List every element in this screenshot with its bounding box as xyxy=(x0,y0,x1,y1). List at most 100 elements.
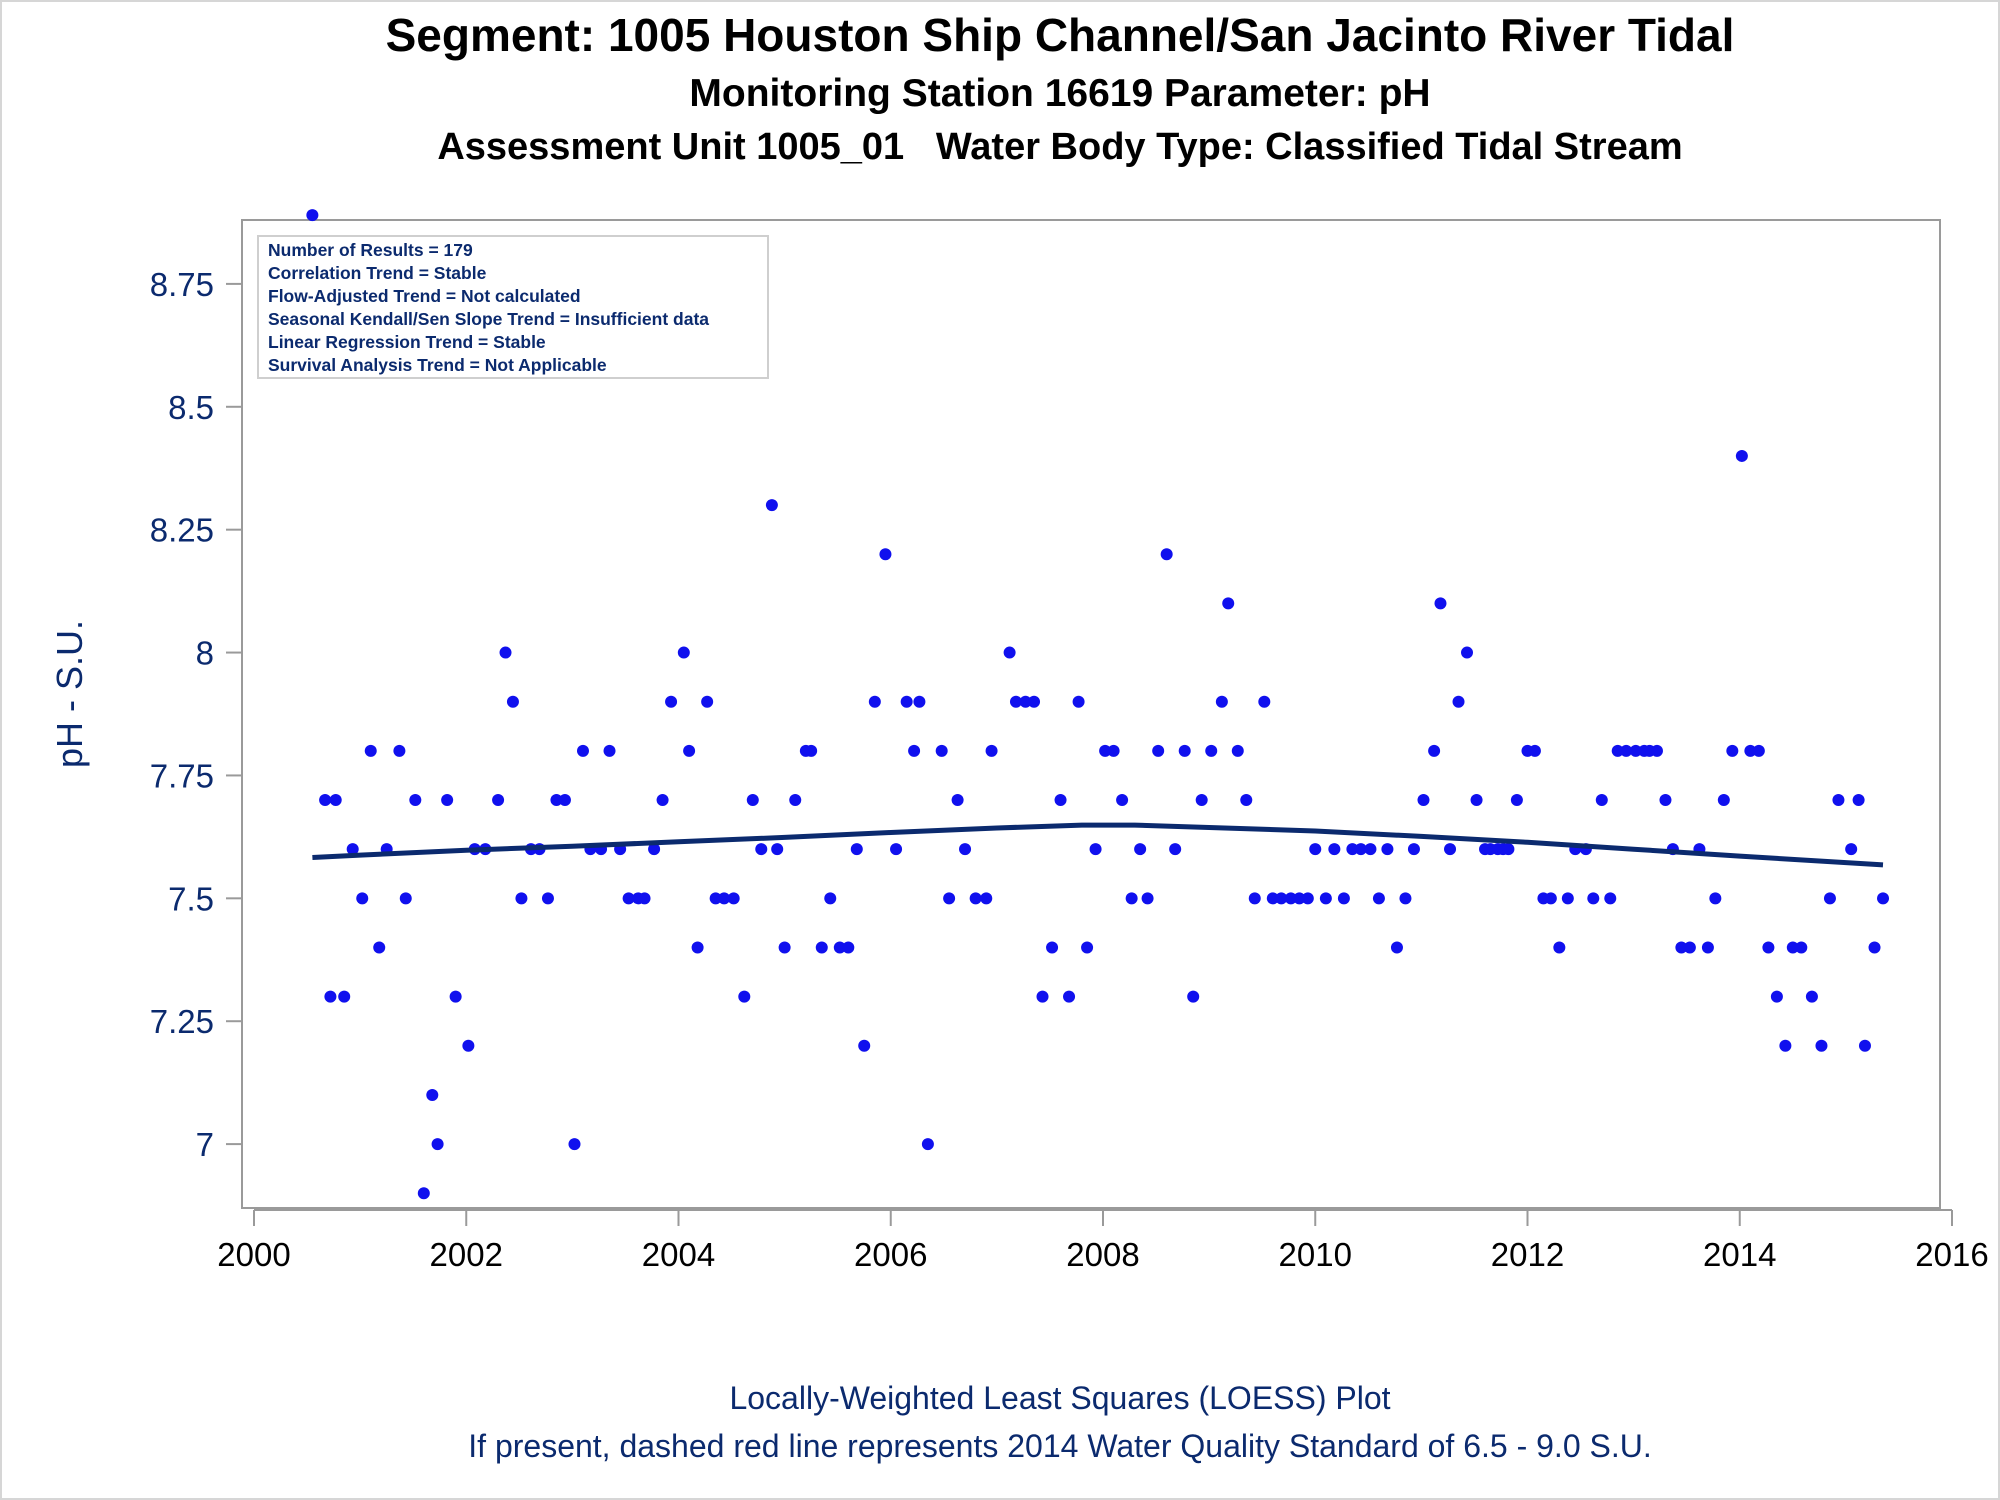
data-point xyxy=(558,794,571,807)
data-point xyxy=(1735,449,1748,462)
data-point xyxy=(1054,794,1067,807)
data-point xyxy=(765,499,778,512)
data-point xyxy=(550,794,563,807)
stats-line: Number of Results = 179 xyxy=(268,240,473,260)
data-point xyxy=(1248,892,1261,905)
y-axis-label: pH - S.U. xyxy=(49,620,90,768)
data-point xyxy=(373,941,386,954)
data-point xyxy=(959,843,972,856)
data-point xyxy=(1266,892,1279,905)
data-point xyxy=(1337,892,1350,905)
data-point xyxy=(1187,990,1200,1003)
stats-box: Number of Results = 179 Correlation Trend… xyxy=(257,235,769,379)
data-point xyxy=(1701,941,1714,954)
data-point xyxy=(691,941,704,954)
data-point xyxy=(462,1039,475,1052)
data-point xyxy=(1028,695,1041,708)
stats-line: Survival Analysis Trend = Not Applicable xyxy=(268,355,607,375)
loess-curve xyxy=(312,822,1884,868)
data-point xyxy=(1019,695,1032,708)
data-point xyxy=(541,892,554,905)
data-point xyxy=(868,695,881,708)
data-point xyxy=(1428,744,1441,757)
data-point xyxy=(1770,990,1783,1003)
data-point xyxy=(399,892,412,905)
x-tick-label: 2002 xyxy=(430,1236,503,1273)
data-point xyxy=(677,646,690,659)
x-tick-label: 2008 xyxy=(1066,1236,1139,1273)
data-point xyxy=(1258,695,1271,708)
data-point xyxy=(1744,744,1757,757)
data-point xyxy=(1510,794,1523,807)
plot-area-border xyxy=(241,219,1941,1209)
footer-line-2: If present, dashed red line represents 2… xyxy=(468,1428,1652,1464)
data-point xyxy=(576,744,589,757)
data-point xyxy=(951,794,964,807)
data-points xyxy=(306,209,1890,1200)
x-tick-label: 2006 xyxy=(854,1236,927,1273)
y-tick-label: 8.25 xyxy=(150,512,214,549)
x-tick-label: 2000 xyxy=(217,1236,290,1273)
x-tick-label: 2012 xyxy=(1491,1236,1564,1273)
x-tick-label: 2004 xyxy=(642,1236,715,1273)
data-point xyxy=(1604,892,1617,905)
data-point xyxy=(338,990,351,1003)
data-point xyxy=(824,892,837,905)
data-point xyxy=(980,892,993,905)
data-point xyxy=(879,548,892,561)
data-point xyxy=(1215,695,1228,708)
data-point xyxy=(1319,892,1332,905)
data-point xyxy=(1328,843,1341,856)
data-point xyxy=(1381,843,1394,856)
data-point xyxy=(727,892,740,905)
data-point xyxy=(1752,744,1765,757)
data-point xyxy=(815,941,828,954)
data-point xyxy=(1553,941,1566,954)
data-point xyxy=(426,1088,439,1101)
data-point xyxy=(364,744,377,757)
data-point xyxy=(1364,843,1377,856)
data-point xyxy=(1407,843,1420,856)
data-point xyxy=(499,646,512,659)
data-point xyxy=(1528,744,1541,757)
data-point xyxy=(1046,941,1059,954)
axes: 7 7.25 7.5 7.75 8 8.25 8.5 8.75 2000 2002 2004 2006… xyxy=(49,219,1989,1273)
data-point xyxy=(1675,941,1688,954)
data-point xyxy=(324,990,337,1003)
data-point xyxy=(1461,646,1474,659)
y-tick-label: 7.25 xyxy=(150,1003,214,1040)
data-point xyxy=(1036,990,1049,1003)
data-point xyxy=(1795,941,1808,954)
data-point xyxy=(1240,794,1253,807)
data-point xyxy=(638,892,651,905)
data-point xyxy=(900,695,913,708)
data-point xyxy=(1134,843,1147,856)
x-tick-label: 2014 xyxy=(1703,1236,1776,1273)
data-point xyxy=(1081,941,1094,954)
data-point xyxy=(1709,892,1722,905)
data-point xyxy=(1762,941,1775,954)
data-point xyxy=(1293,892,1306,905)
data-point xyxy=(1620,744,1633,757)
data-point xyxy=(1858,1039,1871,1052)
data-point xyxy=(656,794,669,807)
data-point xyxy=(1845,843,1858,856)
footer-line-1: Locally-Weighted Least Squares (LOESS) P… xyxy=(729,1380,1391,1416)
data-point xyxy=(921,1138,934,1151)
data-point xyxy=(1125,892,1138,905)
data-point xyxy=(622,892,635,905)
data-point xyxy=(449,990,462,1003)
chart-subtitle: Monitoring Station 16619 Parameter: pH xyxy=(689,72,1431,115)
data-point xyxy=(306,209,319,222)
data-point xyxy=(1815,1039,1828,1052)
data-point xyxy=(1444,843,1457,856)
y-tick-label: 7.75 xyxy=(150,757,214,794)
x-tick-label: 2016 xyxy=(1915,1236,1988,1273)
stats-line: Flow-Adjusted Trend = Not calculated xyxy=(268,286,581,306)
data-point xyxy=(417,1187,430,1200)
y-tick-label: 7.5 xyxy=(168,880,214,917)
data-point xyxy=(858,1039,871,1052)
data-point xyxy=(1786,941,1799,954)
data-point xyxy=(568,1138,581,1151)
data-point xyxy=(969,892,982,905)
